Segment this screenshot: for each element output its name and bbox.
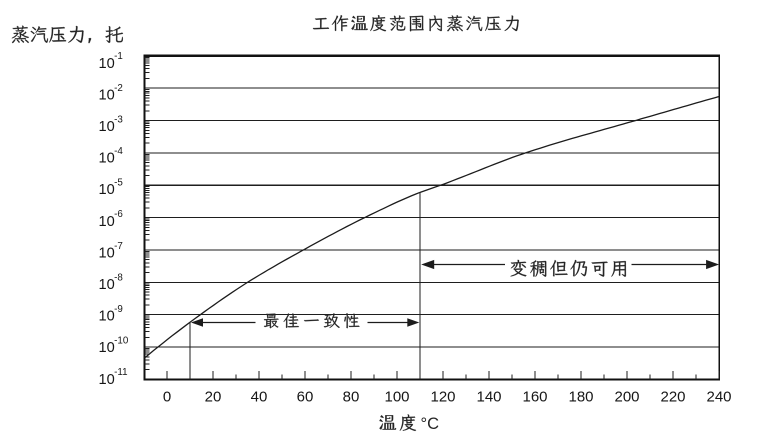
- svg-text:240: 240: [706, 389, 731, 406]
- svg-text:140: 140: [476, 389, 501, 406]
- svg-text:40: 40: [251, 389, 268, 406]
- svg-text:°C: °C: [421, 415, 440, 433]
- svg-text:80: 80: [343, 389, 360, 406]
- svg-text:60: 60: [297, 389, 314, 406]
- svg-text:180: 180: [568, 389, 593, 406]
- svg-text:120: 120: [430, 389, 455, 406]
- svg-text:220: 220: [660, 389, 685, 406]
- svg-text:20: 20: [205, 389, 222, 406]
- svg-text:100: 100: [384, 389, 409, 406]
- svg-text:200: 200: [614, 389, 639, 406]
- svg-text:0: 0: [163, 389, 171, 406]
- svg-text:160: 160: [522, 389, 547, 406]
